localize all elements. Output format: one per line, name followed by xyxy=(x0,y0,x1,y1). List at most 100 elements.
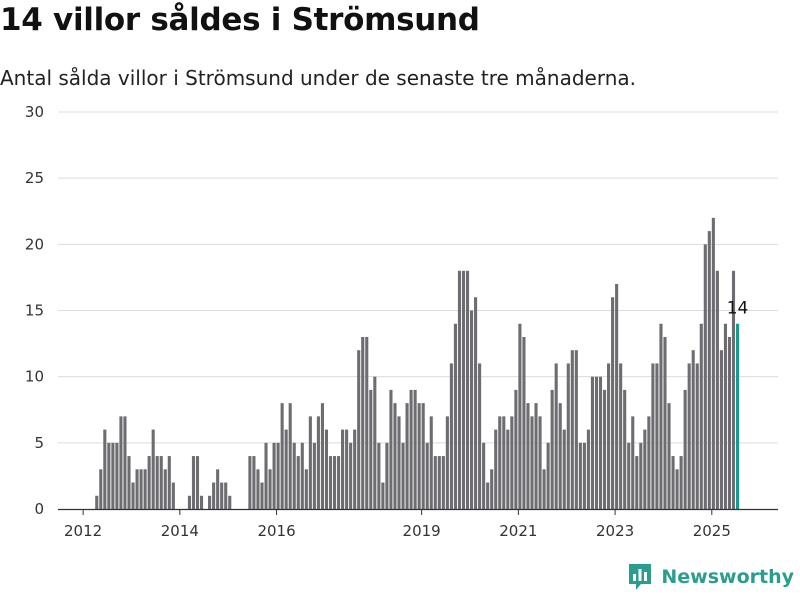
bar xyxy=(482,442,486,509)
bar xyxy=(506,429,510,509)
bar xyxy=(256,469,260,509)
bar xyxy=(208,495,212,509)
bar xyxy=(582,442,586,509)
bar xyxy=(659,323,663,509)
chart-subtitle: Antal sålda villor i Strömsund under de … xyxy=(0,66,636,90)
bar xyxy=(353,429,357,509)
bar xyxy=(486,482,490,509)
bar xyxy=(538,416,542,509)
bar xyxy=(474,297,478,509)
bar xyxy=(679,456,683,509)
bar xyxy=(490,469,494,509)
bar xyxy=(95,495,99,509)
bar xyxy=(405,403,409,509)
bar xyxy=(627,442,631,509)
bar xyxy=(373,376,377,509)
bar xyxy=(191,456,196,509)
bar xyxy=(381,482,385,509)
bar xyxy=(123,416,127,509)
highlight-bar xyxy=(735,323,740,509)
bar xyxy=(542,469,546,509)
bar xyxy=(518,323,522,509)
bar xyxy=(413,389,417,509)
bar xyxy=(341,429,345,509)
bar xyxy=(228,495,232,509)
brand-logo: Newsworthy xyxy=(627,562,794,592)
bar xyxy=(171,482,175,509)
bar xyxy=(324,429,329,509)
bar xyxy=(304,469,308,509)
bar xyxy=(268,469,272,509)
x-tick-label: 2025 xyxy=(693,522,731,540)
bar xyxy=(252,456,256,509)
bar xyxy=(457,270,462,509)
bar xyxy=(461,270,466,509)
bar xyxy=(598,376,603,509)
bar xyxy=(151,429,155,509)
bars xyxy=(95,217,740,510)
bar xyxy=(526,403,530,509)
bar xyxy=(337,456,341,509)
bar xyxy=(715,270,719,509)
newsworthy-icon xyxy=(629,564,652,590)
bar xyxy=(719,350,723,509)
bar xyxy=(308,416,312,509)
x-axis-ticks: 2012 2014 2016 2019 2021 2023 2025 xyxy=(64,509,731,540)
bar xyxy=(107,442,111,509)
bar xyxy=(707,231,711,509)
bar xyxy=(554,363,558,509)
y-tick-label: 10 xyxy=(25,368,44,386)
bar xyxy=(288,403,292,509)
brand-name: Newsworthy xyxy=(661,566,794,588)
x-tick-label: 2014 xyxy=(161,522,199,540)
bar xyxy=(635,456,639,509)
x-tick-label: 2016 xyxy=(257,522,295,540)
bar xyxy=(695,363,699,509)
bar xyxy=(272,442,276,509)
bar xyxy=(570,350,574,509)
bar xyxy=(643,429,647,509)
bar xyxy=(647,416,651,509)
bar xyxy=(248,456,252,509)
bar xyxy=(345,429,349,509)
bar xyxy=(498,416,502,509)
y-tick-label: 15 xyxy=(25,302,44,320)
bar xyxy=(155,456,159,509)
bar xyxy=(631,416,635,509)
bar xyxy=(574,350,578,509)
bar xyxy=(276,442,280,509)
bar xyxy=(546,442,550,509)
bar xyxy=(349,442,353,509)
bar xyxy=(401,442,405,509)
bar xyxy=(199,495,204,509)
bar xyxy=(453,323,457,509)
bar xyxy=(562,429,566,509)
highlight-value-label: 14 xyxy=(727,299,749,319)
bar xyxy=(312,442,316,509)
bar xyxy=(425,442,429,509)
bar xyxy=(687,363,691,509)
bar xyxy=(429,416,433,509)
bar xyxy=(578,442,582,509)
bar xyxy=(328,456,333,509)
bar xyxy=(224,482,228,509)
bar xyxy=(586,429,590,509)
bar xyxy=(316,416,320,509)
bar xyxy=(611,297,615,509)
bar xyxy=(365,336,369,509)
bar xyxy=(357,350,361,509)
bar xyxy=(131,482,135,509)
bar xyxy=(163,469,167,509)
x-tick-label: 2019 xyxy=(403,522,441,540)
bar xyxy=(127,456,131,509)
bar xyxy=(602,389,607,509)
bar xyxy=(441,456,445,509)
bar xyxy=(639,442,643,509)
bar xyxy=(711,217,715,509)
bar xyxy=(115,442,119,509)
bar xyxy=(417,403,421,509)
bar xyxy=(727,336,732,509)
bar xyxy=(590,376,594,509)
bar xyxy=(558,403,562,509)
